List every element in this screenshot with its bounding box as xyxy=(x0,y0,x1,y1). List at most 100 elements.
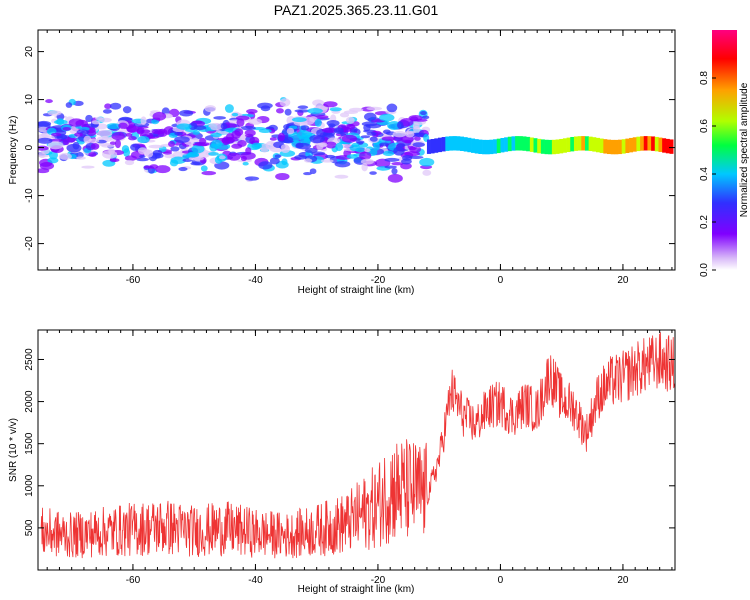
spectrogram-cell xyxy=(201,170,217,176)
spectrogram-cell xyxy=(236,118,245,127)
spectrogram-cell xyxy=(251,142,262,150)
x-tick-label: 20 xyxy=(617,575,629,586)
spectrogram-cell xyxy=(51,132,62,137)
spectrogram-cell xyxy=(366,131,377,136)
spectrogram-cell xyxy=(38,145,49,151)
spectrogram-cell xyxy=(361,163,368,172)
spectrogram-cell xyxy=(88,138,100,144)
spectrogram-cell xyxy=(396,143,406,148)
spectrogram-cell xyxy=(452,136,457,151)
spectrogram-cell xyxy=(381,136,396,141)
x-tick-label: -60 xyxy=(126,275,141,286)
spectrogram-cell xyxy=(91,120,101,125)
spectrogram-cell xyxy=(265,141,277,150)
spectrogram-cell xyxy=(315,115,329,119)
spectrogram-cell xyxy=(76,156,86,160)
spectrogram-cell xyxy=(152,111,167,121)
spectrogram-cell xyxy=(393,146,405,156)
spectrogram-cell xyxy=(303,171,312,176)
spectrogram-cell xyxy=(610,139,615,155)
spectrogram-cell xyxy=(369,136,378,142)
spectrogram-cell xyxy=(294,155,308,160)
spectrogram-cell xyxy=(200,165,208,172)
y-tick-label: 10 xyxy=(24,94,35,106)
spectrogram-cell xyxy=(211,139,223,149)
colorbar-tick-label: 0.2 xyxy=(699,215,710,229)
spectrogram-cell xyxy=(208,122,224,131)
spectrogram-cell xyxy=(90,142,100,150)
spectrogram-cell xyxy=(245,133,254,138)
spectrogram-cell xyxy=(321,127,338,133)
spectrogram-cell xyxy=(280,144,290,151)
spectrogram-cell xyxy=(126,125,140,133)
spectrogram-cell xyxy=(85,114,93,123)
spectrogram-cell xyxy=(154,153,161,159)
spectrogram-cell xyxy=(329,107,342,112)
spectrogram-cell xyxy=(102,109,112,114)
spectrogram-cell xyxy=(363,112,377,121)
spectrogram-cell xyxy=(651,136,656,151)
spectrogram-cell xyxy=(162,151,173,155)
spectrogram-cell xyxy=(643,136,648,151)
spectrogram-cell xyxy=(309,168,317,175)
spectrogram-cell xyxy=(607,139,612,155)
spectrogram-cell xyxy=(349,107,364,112)
spectrogram-ylabel: Frequency (Hz) xyxy=(8,116,19,185)
spectrogram-cell xyxy=(286,127,295,135)
spectrogram-cell xyxy=(614,139,619,155)
spectrogram-cell xyxy=(400,158,412,165)
spectrogram-cell xyxy=(426,139,431,154)
spectrogram-cell xyxy=(190,161,201,166)
spectrogram-cell xyxy=(122,106,132,114)
spectrogram-cell xyxy=(140,116,147,126)
spectrogram-cell xyxy=(307,107,323,114)
spectrogram-cell xyxy=(119,117,133,121)
spectrogram-cell xyxy=(314,118,322,127)
spectrogram-cell xyxy=(584,136,589,151)
spectrogram-cell xyxy=(279,98,291,107)
spectrogram-cell xyxy=(240,125,256,131)
spectrogram-cell xyxy=(405,131,415,138)
spectrogram-cell xyxy=(625,138,630,154)
spectrogram-cell xyxy=(346,154,358,159)
spectrogram-cell xyxy=(281,158,288,166)
spectrogram-cell xyxy=(360,135,371,139)
spectrogram-cell xyxy=(397,121,404,129)
y-tick-label: 2000 xyxy=(24,390,35,413)
spectrogram-cell xyxy=(334,174,349,179)
spectrogram-cell xyxy=(364,148,371,153)
snr-frame xyxy=(37,329,676,571)
spectrogram-cell xyxy=(217,131,230,135)
spectrogram-cell xyxy=(489,139,494,155)
spectrogram-cell xyxy=(47,141,64,150)
spectrogram-cell xyxy=(592,137,597,152)
spectrogram-cell xyxy=(373,141,380,151)
spectrogram-cell xyxy=(384,165,397,169)
spectrogram-cell xyxy=(522,136,527,151)
spectrogram-cell xyxy=(599,138,604,153)
spectrogram-cell xyxy=(284,108,292,116)
spectrogram-cell xyxy=(414,136,421,141)
spectrogram-cell xyxy=(176,123,192,130)
spectrogram-cell xyxy=(471,138,476,153)
spectrogram-cell xyxy=(39,161,55,170)
spectrogram-cell xyxy=(345,116,355,124)
spectrogram-cell xyxy=(621,139,626,154)
spectrogram-cell xyxy=(603,139,608,154)
spectrogram-cell xyxy=(386,103,398,113)
spectrogram-cell xyxy=(81,165,95,169)
spectrogram-cell xyxy=(640,136,645,151)
spectrogram-cell xyxy=(300,125,310,131)
spectrogram-cell xyxy=(548,139,553,155)
spectrogram-cell xyxy=(191,144,205,154)
spectrogram-cell xyxy=(139,154,146,158)
colorbar-tick-label: 0.0 xyxy=(699,263,710,277)
spectrogram-panel: -60 -40 -20 0 20 -20 -10 0 10 20 Height of straig… xyxy=(8,29,676,296)
spectrogram-cell xyxy=(168,140,176,147)
spectrogram-cell xyxy=(145,149,154,158)
spectrogram-cell xyxy=(275,172,290,181)
spectrogram-cell xyxy=(507,136,512,152)
spectrogram-cell xyxy=(137,147,148,155)
spectrogram-cell xyxy=(419,157,435,167)
spectrogram-cell xyxy=(108,148,115,155)
